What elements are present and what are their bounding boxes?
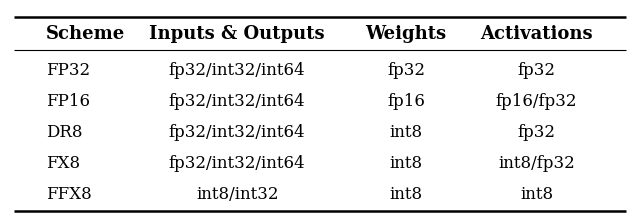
Text: int8: int8 bbox=[390, 124, 422, 141]
Text: int8: int8 bbox=[390, 187, 422, 204]
Text: FP16: FP16 bbox=[46, 93, 90, 110]
Text: int8/int32: int8/int32 bbox=[196, 187, 278, 204]
Text: fp32/int32/int64: fp32/int32/int64 bbox=[169, 93, 305, 110]
Text: Inputs & Outputs: Inputs & Outputs bbox=[149, 25, 325, 43]
Text: int8: int8 bbox=[520, 187, 553, 204]
Text: Scheme: Scheme bbox=[46, 25, 125, 43]
Text: int8/fp32: int8/fp32 bbox=[499, 155, 575, 172]
Text: fp32: fp32 bbox=[518, 62, 556, 79]
Text: fp32: fp32 bbox=[387, 62, 425, 79]
Text: fp16: fp16 bbox=[387, 93, 425, 110]
Text: FFX8: FFX8 bbox=[46, 187, 92, 204]
Text: fp32/int32/int64: fp32/int32/int64 bbox=[169, 124, 305, 141]
Text: FX8: FX8 bbox=[46, 155, 80, 172]
Text: Activations: Activations bbox=[481, 25, 593, 43]
Text: FP32: FP32 bbox=[46, 62, 90, 79]
Text: DR8: DR8 bbox=[46, 124, 83, 141]
Text: fp32: fp32 bbox=[518, 124, 556, 141]
Text: fp32/int32/int64: fp32/int32/int64 bbox=[169, 155, 305, 172]
Text: Weights: Weights bbox=[365, 25, 447, 43]
Text: fp32/int32/int64: fp32/int32/int64 bbox=[169, 62, 305, 79]
Text: int8: int8 bbox=[390, 155, 422, 172]
Text: fp16/fp32: fp16/fp32 bbox=[496, 93, 577, 110]
